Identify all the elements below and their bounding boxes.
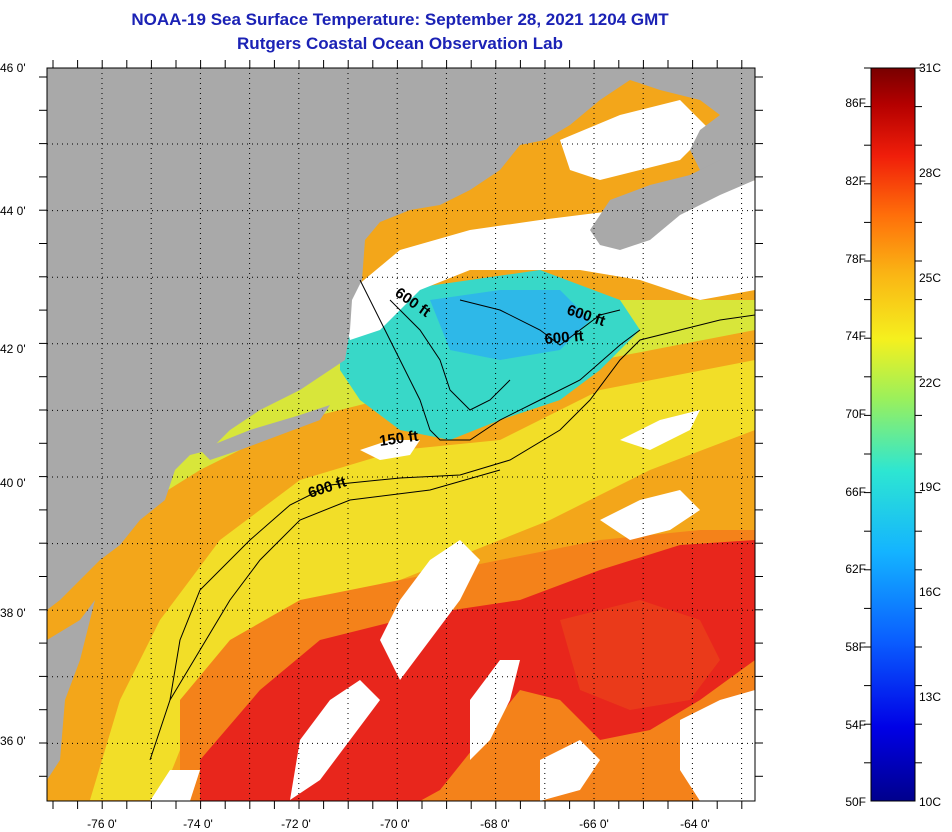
- fahrenheit-label: 82F: [845, 174, 866, 188]
- axis-ticks: [39, 60, 763, 809]
- fahrenheit-label: 74F: [845, 329, 866, 343]
- fahrenheit-label: 50F: [845, 795, 866, 809]
- lon-label: -76 0': [87, 817, 117, 831]
- celsius-label: 13C: [919, 690, 941, 704]
- colorbar-gradient: [870, 67, 916, 802]
- delmarva-coast: [47, 600, 95, 780]
- yellow-band: [90, 360, 755, 800]
- lat-label: 44 0': [0, 204, 26, 218]
- lon-label: -68 0': [480, 817, 510, 831]
- colorbar: 86F 82F 78F 74F 70F 66F 62F 58F 54F 50F …: [845, 61, 941, 809]
- celsius-label: 22C: [919, 376, 941, 390]
- fahrenheit-label: 54F: [845, 718, 866, 732]
- lat-label: 46 0': [0, 61, 26, 75]
- map-plot-area: [47, 68, 755, 801]
- lon-label: -70 0': [380, 817, 410, 831]
- fahrenheit-label: 66F: [845, 485, 866, 499]
- colder-water-patch: [430, 290, 590, 360]
- contour-label: 150 ft: [378, 428, 419, 450]
- land-mass: [47, 68, 755, 610]
- map-title: NOAA-19 Sea Surface Temperature: Septemb…: [131, 10, 669, 29]
- long-island: [200, 405, 330, 460]
- lat-label: 42 0': [0, 342, 26, 356]
- fahrenheit-label: 58F: [845, 640, 866, 654]
- lon-label: -72 0': [281, 817, 311, 831]
- gridlines: [47, 68, 755, 801]
- celsius-label: 25C: [919, 271, 941, 285]
- colorbar-fahrenheit-labels: 86F 82F 78F 74F 70F 66F 62F 58F 54F 50F: [845, 96, 866, 809]
- depth-contours: [149, 279, 755, 761]
- lat-label: 40 0': [0, 476, 26, 490]
- plot-frame: [46, 67, 756, 802]
- map-subtitle: Rutgers Coastal Ocean Observation Lab: [237, 34, 563, 53]
- nova-scotia: [590, 150, 755, 250]
- celsius-label: 19C: [919, 480, 941, 494]
- celsius-label: 10C: [919, 795, 941, 809]
- latitude-labels: 46 0' 44 0' 42 0' 40 0' 38 0' 36 0': [0, 61, 26, 748]
- contour-label: 600 ft: [544, 328, 585, 348]
- lon-label: -64 0': [680, 817, 710, 831]
- longitude-labels: -76 0' -74 0' -72 0' -70 0' -68 0' -66 0…: [87, 817, 710, 831]
- fahrenheit-label: 78F: [845, 252, 866, 266]
- colorbar-ticks: [864, 67, 922, 764]
- fahrenheit-label: 70F: [845, 407, 866, 421]
- celsius-label: 31C: [919, 61, 941, 75]
- lon-label: -66 0': [579, 817, 609, 831]
- fahrenheit-label: 62F: [845, 562, 866, 576]
- lat-label: 38 0': [0, 606, 26, 620]
- lat-label: 36 0': [0, 734, 26, 748]
- lon-label: -74 0': [183, 817, 213, 831]
- fahrenheit-label: 86F: [845, 96, 866, 110]
- celsius-label: 16C: [919, 585, 941, 599]
- colorbar-celsius-labels: 31C 28C 25C 22C 19C 16C 13C 10C: [919, 61, 941, 809]
- celsius-label: 28C: [919, 166, 941, 180]
- warm-eddy: [560, 600, 720, 710]
